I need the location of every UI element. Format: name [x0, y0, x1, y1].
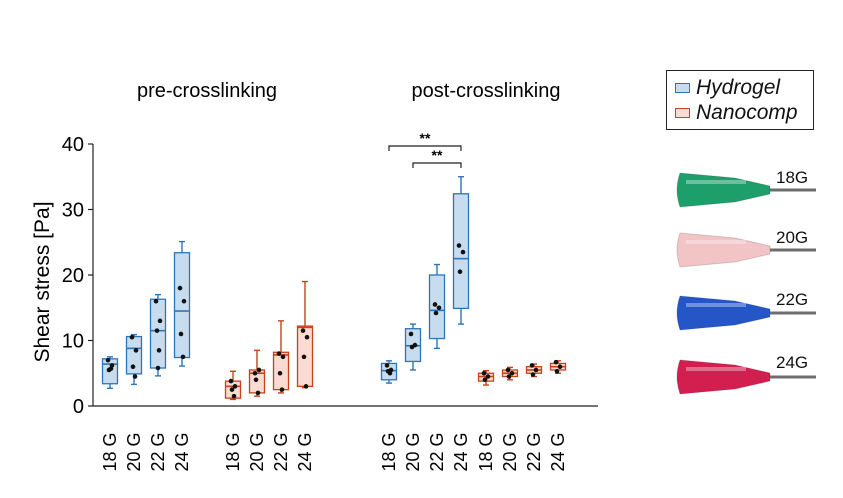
- data-point-hydrogel-24g: [456, 243, 462, 248]
- needle-24g-image: [676, 359, 816, 395]
- x-tick-label: 18 G: [223, 432, 243, 471]
- data-point-nanocomp-24g: [301, 354, 307, 360]
- legend-item-nanocomp: Nanocomp: [675, 102, 798, 124]
- needle-20g-image: [676, 232, 816, 268]
- legend-swatch-nanocomp: [675, 108, 690, 118]
- data-point-hydrogel-22g: [154, 328, 160, 333]
- data-point-hydrogel-18g: [108, 366, 114, 371]
- data-point-nanocomp-24g: [553, 359, 559, 365]
- needle-label-20g: 20G: [776, 228, 809, 247]
- data-point-hydrogel-18g: [387, 370, 393, 376]
- legend-swatch-hydrogel: [675, 83, 690, 93]
- data-point-nanocomp-22g: [277, 370, 283, 376]
- data-point-hydrogel-20g: [408, 331, 414, 337]
- x-tick-label: 20 G: [247, 432, 267, 471]
- data-point-hydrogel-24g: [460, 249, 466, 255]
- data-point-nanocomp-22g: [529, 363, 535, 368]
- data-point-hydrogel-24g: [457, 269, 463, 275]
- data-point-nanocomp-18g: [485, 374, 491, 379]
- data-point-nanocomp-22g: [279, 387, 285, 392]
- data-point-nanocomp-18g: [482, 377, 488, 383]
- data-point-nanocomp-22g: [533, 367, 539, 373]
- data-point-nanocomp-18g: [231, 393, 237, 399]
- data-point-nanocomp-22g: [276, 351, 282, 356]
- data-point-hydrogel-20g: [409, 344, 415, 350]
- needle-label-24g: 24G: [776, 353, 809, 372]
- x-tick-label: 24 G: [172, 432, 192, 471]
- data-point-nanocomp-20g: [505, 367, 511, 373]
- y-tick-label: 0: [73, 396, 84, 418]
- data-point-hydrogel-22g: [157, 318, 163, 324]
- data-point-hydrogel-22g: [153, 298, 159, 304]
- y-tick-label: 10: [62, 331, 84, 353]
- y-tick-label: 20: [62, 265, 84, 287]
- x-tick-label: 18 G: [379, 432, 399, 471]
- legend-label-nanocomp: Nanocomp: [696, 101, 798, 124]
- panel-title-pre: pre-crosslinking: [137, 80, 277, 102]
- data-point-nanocomp-20g: [253, 377, 259, 383]
- needle-22g-image: [676, 295, 816, 331]
- data-point-hydrogel-18g: [105, 357, 111, 363]
- data-point-hydrogel-18g: [384, 363, 390, 368]
- x-tick-label: 22 G: [427, 432, 447, 471]
- data-point-hydrogel-24g: [178, 331, 184, 337]
- data-point-nanocomp-24g: [300, 328, 306, 333]
- x-tick-label: 18 G: [476, 432, 496, 471]
- x-tick-label: 24 G: [548, 432, 568, 471]
- x-tick-label: 20 G: [124, 432, 144, 471]
- data-point-nanocomp-24g: [304, 334, 310, 340]
- legend-item-hydrogel: Hydrogel: [675, 77, 780, 99]
- y-axis-label: Shear stress [Pa]: [31, 201, 54, 362]
- needle-label-18g: 18G: [776, 168, 809, 187]
- x-tick-label: 18 G: [100, 432, 120, 471]
- legend-label-hydrogel: Hydrogel: [696, 76, 781, 99]
- data-point-nanocomp-20g: [509, 370, 515, 376]
- data-point-hydrogel-24g: [180, 354, 186, 360]
- significance-bracket: [412, 162, 462, 168]
- x-tick-label: 20 G: [500, 432, 520, 471]
- significance-bracket: [388, 145, 462, 151]
- data-point-hydrogel-22g: [432, 302, 438, 307]
- needle-label-22g: 22G: [776, 290, 809, 309]
- data-point-nanocomp-24g: [303, 384, 309, 389]
- data-point-nanocomp-24g: [554, 368, 560, 374]
- data-point-hydrogel-20g: [133, 348, 139, 353]
- x-tick-label: 24 G: [451, 432, 471, 471]
- data-point-hydrogel-20g: [132, 374, 138, 379]
- data-point-nanocomp-18g: [229, 387, 235, 392]
- data-point-nanocomp-20g: [255, 390, 261, 396]
- data-point-nanocomp-24g: [557, 364, 563, 370]
- data-point-nanocomp-22g: [530, 372, 536, 377]
- x-tick-label: 22 G: [148, 432, 168, 471]
- data-point-nanocomp-20g: [252, 370, 258, 376]
- data-point-hydrogel-20g: [129, 334, 135, 340]
- data-point-nanocomp-18g: [228, 378, 234, 384]
- x-tick-label: 20 G: [403, 432, 423, 471]
- data-point-nanocomp-20g: [506, 374, 512, 379]
- data-point-hydrogel-20g: [130, 364, 136, 370]
- significance-label: **: [432, 147, 443, 163]
- needle-18g-image: [676, 172, 816, 208]
- data-point-nanocomp-18g: [232, 384, 238, 389]
- y-tick-label: 40: [62, 134, 84, 156]
- data-point-hydrogel-24g: [177, 285, 183, 291]
- significance-label: **: [420, 130, 431, 146]
- data-point-hydrogel-22g: [156, 348, 162, 353]
- x-tick-label: 22 G: [524, 432, 544, 471]
- x-tick-label: 22 G: [271, 432, 291, 471]
- data-point-hydrogel-24g: [181, 298, 187, 304]
- x-tick-label: 24 G: [295, 432, 315, 471]
- data-point-nanocomp-18g: [481, 370, 487, 376]
- legend: Hydrogel Nanocomp: [666, 70, 814, 130]
- data-point-hydrogel-22g: [436, 305, 442, 311]
- data-point-hydrogel-22g: [155, 365, 161, 371]
- data-point-nanocomp-22g: [280, 354, 286, 360]
- y-tick-label: 30: [62, 200, 84, 222]
- data-point-hydrogel-22g: [433, 310, 439, 316]
- panel-title-post: post-crosslinking: [412, 80, 561, 102]
- data-point-nanocomp-20g: [256, 367, 262, 373]
